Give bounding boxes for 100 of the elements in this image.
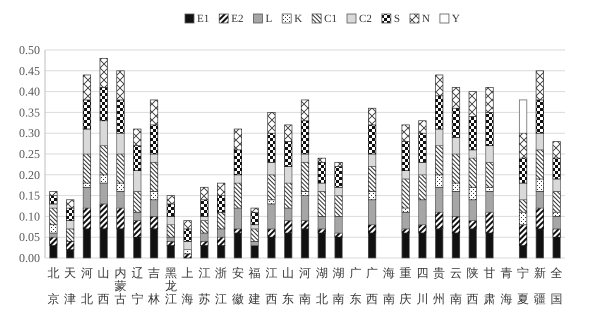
- bar: [418, 132, 427, 163]
- x-tick-label: 黑龙江: [164, 266, 177, 306]
- bar: [300, 195, 310, 221]
- bar: [234, 208, 242, 230]
- x-tick-label: 浙江: [215, 266, 228, 306]
- bar: [452, 87, 460, 109]
- bar: [418, 199, 427, 226]
- x-tick-label: 全国: [550, 266, 563, 306]
- x-tick-label: 贵州: [433, 266, 446, 306]
- bar: [318, 191, 326, 217]
- bar: [217, 182, 226, 196]
- bar: [200, 245, 208, 258]
- x-tick-label: 宁夏: [517, 266, 530, 306]
- y-tick-label: 0.20: [19, 168, 40, 182]
- x-tick-label: 吉林: [147, 266, 160, 306]
- bar: [284, 182, 292, 208]
- bar: [468, 116, 477, 150]
- bar: [166, 195, 175, 204]
- bar: [217, 195, 226, 213]
- legend-label: E2: [231, 13, 244, 25]
- x-tick-label: 河南: [299, 266, 311, 306]
- bar: [200, 220, 208, 234]
- bar: [133, 128, 142, 146]
- bar: [284, 124, 292, 142]
- bar: [485, 162, 494, 188]
- bar: [552, 178, 561, 192]
- bar: [82, 186, 92, 208]
- x-tick-label: 新疆: [534, 266, 546, 306]
- y-tick-label: 0.30: [19, 126, 40, 140]
- bar: [267, 204, 276, 230]
- bar: [334, 162, 343, 167]
- bar: [318, 162, 326, 184]
- bar: [468, 199, 477, 221]
- x-tick-label: 河北: [80, 266, 93, 306]
- bar: [150, 199, 158, 217]
- y-tick-label: 0.40: [19, 84, 40, 99]
- bar: [150, 100, 158, 126]
- bar: [485, 87, 494, 113]
- bar: [116, 100, 125, 134]
- bar: [234, 182, 242, 208]
- bar: [368, 154, 376, 167]
- x-tick-label: 山西: [98, 266, 110, 306]
- bar: [49, 195, 58, 204]
- bar: [402, 124, 410, 142]
- y-tick-label: 0.05: [19, 230, 40, 244]
- y-tick-label: 0.35: [19, 105, 40, 120]
- bar: [82, 74, 92, 100]
- bar: [435, 74, 444, 96]
- bar: [300, 120, 310, 154]
- x-tick-label: 辽宁: [131, 266, 144, 306]
- x-tick-label: 安徽: [232, 266, 244, 306]
- x-tick-label: 云南: [450, 266, 462, 306]
- bar: [267, 132, 276, 163]
- bar: [536, 132, 544, 150]
- bar: [552, 158, 561, 180]
- y-tick-label: 0.10: [19, 209, 40, 224]
- legend-label: C2: [359, 13, 372, 25]
- legend-label: K: [294, 13, 302, 25]
- bar: [217, 228, 226, 238]
- bar: [116, 70, 125, 100]
- bar: [402, 212, 410, 230]
- bar: [418, 174, 427, 200]
- x-tick-label: 北京: [47, 266, 60, 306]
- bar: [183, 241, 192, 250]
- bar: [552, 191, 561, 213]
- bar: [100, 87, 108, 122]
- bar: [452, 191, 460, 217]
- legend-label: S: [394, 13, 400, 25]
- x-tick-label: 天津: [64, 266, 76, 306]
- bar: [334, 216, 343, 234]
- x-tick-label: 山东: [282, 266, 294, 306]
- bar: [234, 232, 242, 258]
- x-tick-label: 湖北: [316, 266, 328, 306]
- x-tick-label: 江西: [265, 266, 278, 306]
- bar: [435, 95, 444, 130]
- bar: [183, 253, 192, 258]
- bar: [133, 145, 142, 171]
- bar: [402, 178, 410, 208]
- bar: [133, 212, 142, 221]
- bar: [368, 108, 376, 126]
- bar: [284, 208, 292, 221]
- bar: [66, 208, 74, 221]
- bar: [133, 191, 142, 213]
- y-tick-label: 0.50: [19, 43, 40, 57]
- bar: [318, 216, 326, 230]
- bar: [536, 70, 544, 100]
- bar: [334, 166, 343, 188]
- bar: [166, 204, 175, 217]
- bar: [250, 228, 259, 242]
- bar: [368, 124, 376, 154]
- bar: [318, 158, 326, 163]
- bar: [200, 186, 208, 200]
- x-tick-label: 四川: [416, 266, 428, 306]
- bar: [368, 199, 376, 226]
- bar: [150, 124, 158, 154]
- x-tick-label: 重庆: [400, 266, 412, 306]
- bar: [66, 199, 74, 208]
- bar: [116, 191, 125, 208]
- bar: [267, 112, 276, 134]
- bar: [217, 212, 226, 230]
